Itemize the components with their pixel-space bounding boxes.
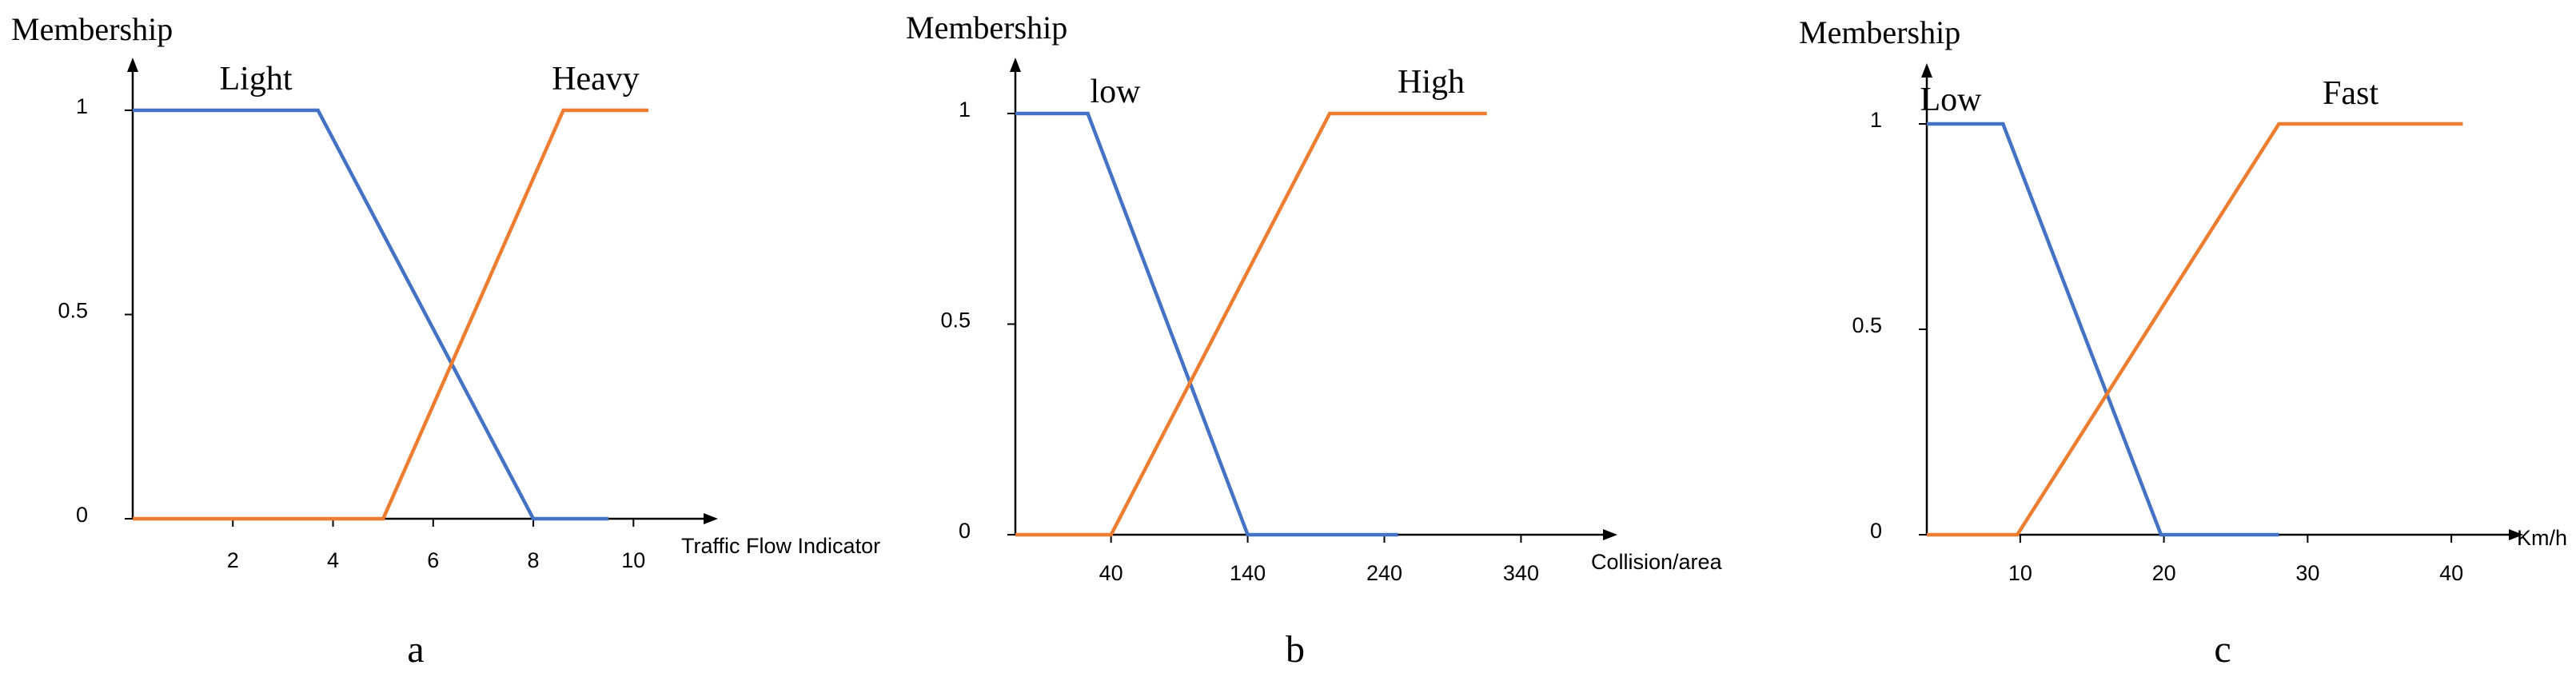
- x-tick-label: 2: [227, 548, 239, 572]
- x-axis-label: Km/h: [2517, 526, 2567, 550]
- y-tick-label: 0: [959, 519, 971, 543]
- x-axis-label: Traffic Flow Indicator: [681, 534, 880, 558]
- y-tick-label: 0: [76, 503, 88, 527]
- y-axis-label: Membership: [1799, 14, 1960, 50]
- x-tick-label: 240: [1366, 561, 1402, 585]
- series-line-low: [1015, 111, 1398, 537]
- x-axis-arrow: [1603, 529, 1617, 540]
- y-tick-label: 0.5: [940, 309, 971, 333]
- y-tick-label: 0.5: [58, 299, 88, 323]
- series-label-low: low: [1091, 74, 1142, 110]
- series-label-high: High: [1398, 64, 1465, 101]
- series-line-fast: [1927, 121, 2463, 537]
- series-label-low: Low: [1920, 82, 1983, 118]
- series-line-low: [1927, 121, 2279, 537]
- series-label-light: Light: [220, 61, 293, 98]
- series-line-heavy: [133, 108, 649, 521]
- y-tick-label: 1: [1870, 108, 1882, 132]
- y-tick-label: 1: [959, 98, 971, 121]
- y-axis-arrow: [1921, 63, 1932, 78]
- y-axis-arrow: [1010, 58, 1021, 72]
- panel-letter: a: [407, 628, 424, 671]
- y-axis-label: Membership: [11, 11, 173, 47]
- x-tick-label: 4: [327, 548, 339, 572]
- series-label-heavy: Heavy: [552, 61, 640, 98]
- x-tick-label: 340: [1503, 561, 1539, 585]
- x-tick-label: 6: [427, 548, 439, 572]
- x-tick-label: 140: [1230, 561, 1266, 585]
- x-tick-label: 10: [2008, 561, 2032, 585]
- y-tick-label: 0.5: [1852, 313, 1882, 337]
- panel-letter: c: [2214, 628, 2231, 671]
- x-tick-label: 10: [621, 548, 645, 572]
- chart-panel-a: Membership 0 0.5 1 2 4 6 8 10 Traffic Flow Indica…: [11, 11, 880, 671]
- series-line-high: [1015, 111, 1487, 537]
- x-tick-label: 40: [1099, 561, 1123, 585]
- x-tick-label: 20: [2152, 561, 2176, 585]
- series-label-fast: Fast: [2323, 75, 2379, 112]
- x-tick-label: 30: [2295, 561, 2319, 585]
- y-axis-arrow: [127, 58, 138, 72]
- x-axis-label: Collision/area: [1591, 550, 1723, 574]
- x-tick-label: 40: [2439, 561, 2463, 585]
- x-axis-arrow: [2509, 529, 2523, 540]
- x-axis-arrow: [704, 513, 718, 524]
- y-tick-label: 1: [76, 94, 88, 118]
- x-tick-label: 8: [528, 548, 540, 572]
- y-axis-label: Membership: [906, 10, 1067, 46]
- y-tick-label: 0: [1870, 519, 1882, 543]
- series-line-light: [133, 108, 608, 521]
- panel-letter: b: [1286, 628, 1305, 671]
- chart-panel-c: Membership 0 0.5 1 10 20 30 40 Km/h Low Fast c: [1799, 14, 2567, 671]
